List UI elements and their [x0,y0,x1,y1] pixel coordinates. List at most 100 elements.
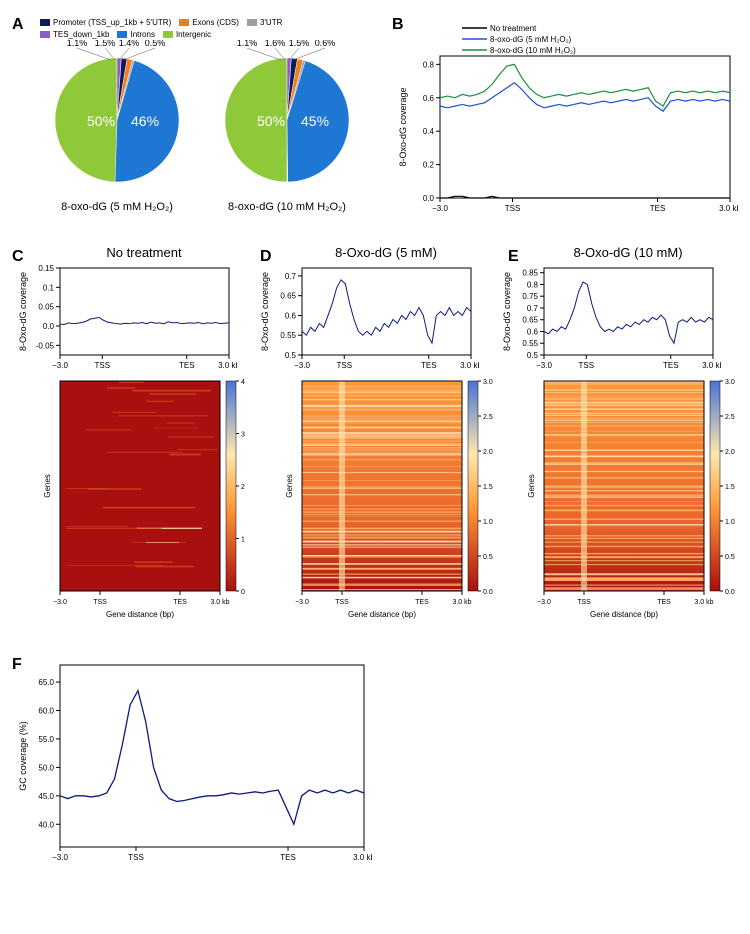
svg-text:1.5%: 1.5% [289,40,310,48]
svg-text:3.0 kb: 3.0 kb [702,361,721,370]
svg-text:45.0: 45.0 [38,792,54,801]
svg-text:8-oxo-dG (10 mM H₂O₂): 8-oxo-dG (10 mM H₂O₂) [490,46,576,55]
label-F: F [12,656,22,674]
svg-text:0.0: 0.0 [423,194,435,203]
svg-text:3.0 kb: 3.0 kb [210,599,229,606]
svg-text:-0.05: -0.05 [36,341,55,350]
svg-text:−3.0: −3.0 [53,599,67,606]
svg-text:50.0: 50.0 [38,763,54,772]
svg-text:1.1%: 1.1% [67,40,88,48]
svg-text:8-oxo-dG (5 mM H₂O₂): 8-oxo-dG (5 mM H₂O₂) [490,35,572,44]
svg-text:0.55: 0.55 [522,339,538,348]
svg-text:50%: 50% [257,113,285,129]
panel-B-chart: No treatment 8-oxo-dG (5 mM H₂O₂) 8-oxo-dG… [392,16,738,221]
svg-text:0.05: 0.05 [38,303,54,312]
svg-text:0.65: 0.65 [280,292,296,301]
svg-text:8-oxo-dG (5 mM H₂O₂): 8-oxo-dG (5 mM H₂O₂) [61,201,173,213]
panel-F-chart: 40.045.050.055.060.065.0−3.0TSSTES3.0 kb… [12,659,372,879]
svg-text:0.5: 0.5 [483,554,493,561]
svg-text:8-Oxo-dG coverage: 8-Oxo-dG coverage [260,272,270,351]
svg-text:0.55: 0.55 [280,331,296,340]
svg-text:TSS: TSS [93,599,107,606]
svg-text:8-oxo-dG (10 mM H₂O₂): 8-oxo-dG (10 mM H₂O₂) [228,201,346,213]
svg-text:0.6: 0.6 [285,311,297,320]
panel-A: Promoter (TSS_up_1kb + 5'UTR)Exons (CDS)… [12,16,392,225]
svg-text:0.6: 0.6 [423,94,435,103]
label-E: E [508,248,519,266]
label-B: B [392,16,404,34]
svg-text:TES: TES [663,361,679,370]
svg-text:3.0 kb: 3.0 kb [218,361,237,370]
svg-text:3: 3 [241,432,245,439]
panel-B: No treatment 8-oxo-dG (5 mM H₂O₂) 8-oxo-dG… [392,16,738,225]
svg-text:3.0 kb: 3.0 kb [452,599,471,606]
svg-text:0.6%: 0.6% [315,40,336,48]
svg-text:0.0: 0.0 [43,322,55,331]
svg-text:GC coverage (%): GC coverage (%) [18,721,28,791]
svg-text:TES: TES [415,599,429,606]
svg-text:8-Oxo-dG coverage: 8-Oxo-dG coverage [502,272,512,351]
svg-text:TES: TES [173,599,187,606]
label-A: A [12,16,24,34]
svg-text:3.0: 3.0 [483,379,493,386]
svg-text:0.5: 0.5 [285,351,297,360]
svg-text:−3.0: −3.0 [294,361,310,370]
svg-text:0.85: 0.85 [522,269,538,278]
svg-text:TES: TES [650,204,666,213]
svg-text:TSS: TSS [94,361,110,370]
svg-text:2.0: 2.0 [483,449,493,456]
svg-text:No treatment: No treatment [490,24,537,33]
svg-text:45%: 45% [301,113,329,129]
svg-text:TSS: TSS [505,204,521,213]
svg-text:0.5: 0.5 [527,351,539,360]
svg-text:0.0: 0.0 [483,589,493,596]
svg-text:8-Oxo-dG coverage: 8-Oxo-dG coverage [18,272,28,351]
svg-text:60.0: 60.0 [38,707,54,716]
svg-text:1.1%: 1.1% [237,40,258,48]
svg-text:0: 0 [241,589,245,596]
svg-text:0.8: 0.8 [527,280,539,289]
svg-text:TSS: TSS [578,361,594,370]
svg-text:1: 1 [241,537,245,544]
svg-text:TSS: TSS [335,599,349,606]
svg-text:TSS: TSS [577,599,591,606]
svg-text:Genes: Genes [43,474,52,498]
svg-text:2.0: 2.0 [725,449,735,456]
svg-text:1.5: 1.5 [483,484,493,491]
svg-text:65.0: 65.0 [38,678,54,687]
svg-text:0.6: 0.6 [527,327,539,336]
panel-A-legend: Promoter (TSS_up_1kb + 5'UTR)Exons (CDS)… [12,16,360,40]
svg-text:2.5: 2.5 [483,414,493,421]
svg-text:50%: 50% [87,113,115,129]
svg-text:−3.0: −3.0 [295,599,309,606]
svg-text:−3.0: −3.0 [52,361,68,370]
svg-text:0.15: 0.15 [38,264,54,273]
svg-text:0.1: 0.1 [43,283,55,292]
svg-text:1.5: 1.5 [725,484,735,491]
svg-text:55.0: 55.0 [38,735,54,744]
svg-text:Gene distance (bp): Gene distance (bp) [348,610,416,619]
svg-text:TES: TES [657,599,671,606]
svg-text:1.0: 1.0 [725,519,735,526]
svg-text:TES: TES [280,853,296,862]
svg-text:1.0: 1.0 [483,519,493,526]
svg-text:0.7: 0.7 [285,272,297,281]
svg-text:0.2: 0.2 [423,161,435,170]
svg-text:2.5: 2.5 [725,414,735,421]
svg-text:0.0: 0.0 [725,589,735,596]
panel-A-pies: 50%46%1.1%1.5%1.4%0.5%8-oxo-dG (5 mM H₂O… [12,40,392,225]
svg-text:0.75: 0.75 [522,292,538,301]
svg-text:TES: TES [179,361,195,370]
svg-text:1.4%: 1.4% [119,40,140,48]
panels-CDE: No treatment-0.050.00.050.10.15−3.0TSSTE… [12,243,738,629]
svg-text:TSS: TSS [336,361,352,370]
svg-text:0.8: 0.8 [423,60,435,69]
svg-text:−3.0: −3.0 [536,361,552,370]
svg-text:3.0 kb: 3.0 kb [694,599,713,606]
svg-text:TSS: TSS [128,853,144,862]
svg-text:1.6%: 1.6% [265,40,286,48]
svg-text:4: 4 [241,379,245,386]
figure: A B Promoter (TSS_up_1kb + 5'UTR)Exons (… [12,16,738,879]
svg-text:3.0 kb: 3.0 kb [719,204,738,213]
svg-text:1.5%: 1.5% [95,40,116,48]
